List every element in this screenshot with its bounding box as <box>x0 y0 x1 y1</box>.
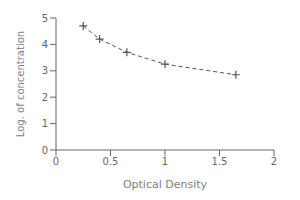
svg-text:0: 0 <box>42 145 48 156</box>
svg-text:Log. of concentration: Log. of concentration <box>15 31 26 137</box>
svg-text:Optical Density: Optical Density <box>123 178 208 191</box>
svg-text:2: 2 <box>42 92 48 103</box>
svg-text:5: 5 <box>42 13 48 24</box>
svg-text:1.5: 1.5 <box>212 156 228 167</box>
svg-text:4: 4 <box>42 39 48 50</box>
svg-text:1: 1 <box>162 156 168 167</box>
svg-text:1: 1 <box>42 118 48 129</box>
svg-text:0: 0 <box>53 156 59 167</box>
svg-text:2: 2 <box>271 156 277 167</box>
svg-text:3: 3 <box>42 65 48 76</box>
svg-text:0.5: 0.5 <box>103 156 119 167</box>
